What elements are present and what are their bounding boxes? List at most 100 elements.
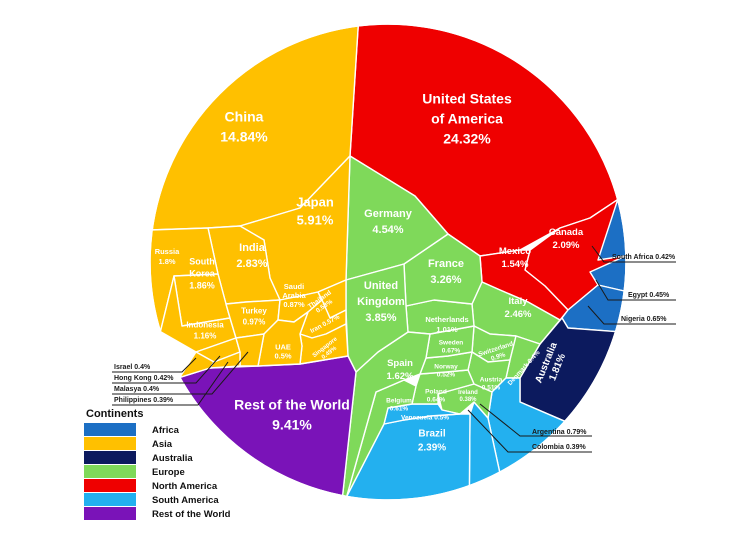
value-canada: 2.09% [553, 240, 580, 251]
legend-swatch-south-america [84, 493, 136, 506]
name-japan: Japan [296, 194, 334, 209]
legend: Continents Africa Asia Australia Europe North… [84, 408, 231, 520]
name-united-states-of-america: United States [422, 91, 512, 107]
ext-label-philippines: Philippines 0.39% [114, 397, 174, 404]
ext-label-nigeria: Nigeria 0.65% [621, 316, 667, 323]
leader-line-colombia [467, 409, 592, 453]
name-turkey: Turkey [241, 307, 267, 316]
value-united-kingdom: 3.85% [365, 312, 396, 324]
ext-label-south-africa: South Africa 0.42% [612, 254, 676, 261]
label-india: India 2.83% [236, 242, 267, 270]
legend-label-rest-of-the-world: Rest of the World [152, 509, 231, 520]
ext-label-egypt: Egypt 0.45% [628, 292, 670, 299]
value-poland: 0.64% [427, 397, 446, 404]
name-austria: Austria [480, 377, 503, 384]
legend-label-australia: Australia [152, 453, 193, 464]
name-south-korea: Korea [189, 268, 216, 278]
external-labels: South Africa 0.42% Egypt 0.45% Nigeria 0.6… [112, 245, 676, 453]
value-spain: 1.62% [387, 371, 414, 382]
value-switzerland: 0.9% [490, 351, 506, 362]
legend-label-south-america: South America [152, 495, 219, 506]
ext-label-malasya: Malasya 0.4% [114, 386, 160, 393]
name-belgium: Belgium [386, 398, 412, 405]
name-uae: UAE [275, 342, 291, 351]
legend-label-asia: Asia [152, 439, 173, 450]
leader-line-nigeria [587, 305, 676, 325]
legend-swatch-africa [84, 423, 136, 436]
label-rest-of-the-world: Rest of the World 9.41% [234, 397, 350, 433]
name-venezuela: Venezuela 0.5% [401, 415, 449, 422]
name-indonesia: Indonesia [186, 321, 224, 330]
name-russia: Russia [155, 247, 180, 256]
name-norway: Norway [434, 364, 458, 371]
leader-line-egypt [595, 279, 676, 301]
label-china: China 14.84% [220, 109, 268, 145]
leader-line-malasya [112, 351, 249, 395]
name-rest-of-the-world: Rest of the World [234, 397, 350, 413]
ext-label-israel: Israel 0.4% [114, 364, 151, 371]
label-canada: Canada 2.09% [549, 227, 584, 251]
label-brazil: Brazil 2.39% [418, 429, 446, 454]
leader-line-hong-kong [112, 355, 221, 384]
value-norway: 0.52% [437, 372, 456, 379]
value-china: 14.84% [220, 129, 268, 145]
leader-line-philippines [112, 361, 229, 406]
label-mexico: Mexico 1.54% [499, 246, 531, 270]
name-saudi-arabia: Arabia [282, 291, 306, 300]
value-saudi-arabia: 0.87% [283, 300, 305, 309]
label-united-kingdom: United Kingdom 3.85% [357, 280, 405, 324]
value-turkey: 0.97% [243, 318, 266, 327]
value-indonesia: 1.16% [194, 332, 217, 341]
name-italy: Italy [508, 296, 528, 307]
name-china: China [225, 109, 264, 125]
name-sweden: Sweden [439, 340, 464, 347]
value-russia: 1.8% [158, 257, 175, 266]
label-turkey: Turkey 0.97% [241, 307, 267, 327]
label-japan: Japan 5.91% [296, 194, 334, 227]
value-italy: 2.46% [505, 309, 532, 320]
value-austria: 0.51% [482, 385, 501, 392]
label-germany: Germany 4.54% [364, 208, 413, 236]
name-saudi-arabia: Saudi [284, 282, 304, 291]
leader-line-argentina [479, 403, 592, 437]
value-sweden: 0.67% [442, 348, 461, 355]
value-netherlands: 1.01% [436, 325, 458, 334]
name-brazil: Brazil [418, 429, 445, 440]
name-united-kingdom: Kingdom [357, 296, 405, 308]
legend-swatch-australia [84, 451, 136, 464]
value-india: 2.83% [236, 258, 267, 270]
value-france: 3.26% [430, 274, 461, 286]
country-cells [149, 23, 627, 501]
label-south-korea: South Korea 1.86% [189, 256, 216, 290]
leader-line-israel [112, 357, 197, 373]
value-uae: 0.5% [274, 351, 291, 360]
value-japan: 5.91% [297, 212, 334, 227]
name-france: France [428, 258, 464, 270]
ext-label-colombia: Colombia 0.39% [532, 444, 586, 451]
value-ireland: 0.38% [459, 397, 477, 403]
label-united-states-of-america: United States of America 24.32% [422, 91, 512, 147]
name-ireland: Ireland [458, 390, 478, 396]
name-south-korea: South [189, 256, 215, 266]
name-india: India [239, 242, 266, 254]
ext-label-argentina: Argentina 0.79% [532, 429, 587, 436]
legend-title: Continents [86, 408, 143, 420]
name-netherlands: Netherlands [425, 315, 468, 324]
name-united-states-of-america: of America [431, 111, 503, 127]
value-south-korea: 1.86% [189, 280, 215, 290]
name-poland: Poland [425, 389, 447, 396]
value-belgium: 0.61% [390, 406, 409, 413]
legend-label-north-america: North America [152, 481, 218, 492]
